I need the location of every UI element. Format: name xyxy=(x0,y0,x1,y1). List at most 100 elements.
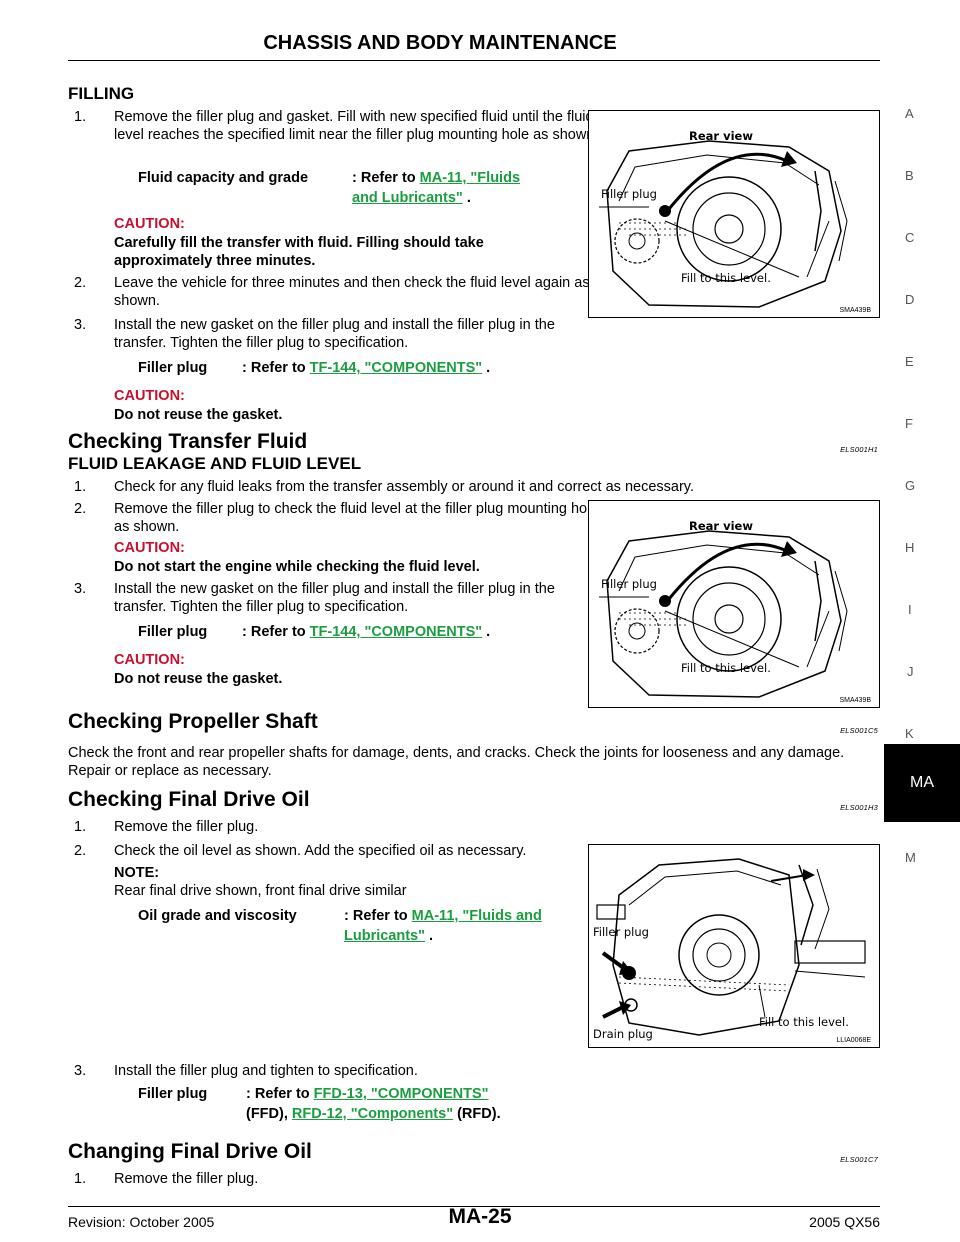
step-text: Remove the filler plug and gasket. Fill … xyxy=(114,109,599,143)
step-number: 3. xyxy=(74,1063,87,1079)
spec-suffix: . xyxy=(482,360,491,376)
link-ma-11-fluids[interactable]: MA-11, "Fluids xyxy=(419,170,521,186)
spec-prefix: : Refer to xyxy=(344,908,412,924)
section-heading-propeller: Checking Propeller Shaft xyxy=(68,710,318,733)
step-number: 3. xyxy=(74,317,87,333)
side-tab-j[interactable]: J xyxy=(907,664,914,679)
spec-suffix: (RFD). xyxy=(453,1106,501,1122)
link-ma-11-lubricants[interactable]: and Lubricants" xyxy=(352,190,463,206)
footer-revision: Revision: October 2005 xyxy=(68,1214,215,1230)
side-tab-b[interactable]: B xyxy=(905,168,914,183)
changing-step-1: 1. Remove the filler plug. xyxy=(74,1170,600,1188)
step-number: 2. xyxy=(74,843,87,859)
spec-fluid-capacity-label: Fluid capacity and grade xyxy=(138,170,309,186)
spec-filler-plug-label: Filler plug xyxy=(138,360,208,376)
header-rule xyxy=(68,60,880,61)
step-text: Check for any fluid leaks from the trans… xyxy=(114,479,694,495)
step-number: 1. xyxy=(74,1171,87,1187)
spec-oil-grade-label: Oil grade and viscosity xyxy=(138,908,297,924)
footer-model: 2005 QX56 xyxy=(809,1214,880,1230)
caution-text: Do not start the engine while checking t… xyxy=(114,559,480,575)
side-tab-h[interactable]: H xyxy=(905,540,915,555)
footer-page-number: MA-25 xyxy=(448,1205,512,1228)
link-rfd-12-components[interactable]: RFD-12, "Components" xyxy=(291,1106,454,1122)
filling-step-1: 1. Remove the filler plug and gasket. Fil… xyxy=(74,108,600,144)
caution-text: Do not reuse the gasket. xyxy=(114,407,283,423)
final-drive-illustration xyxy=(596,858,866,1036)
section-heading-final-drive: Checking Final Drive Oil xyxy=(68,788,310,811)
step-text: Install the filler plug and tighten to s… xyxy=(114,1063,418,1079)
side-tab-i[interactable]: I xyxy=(908,602,912,617)
spec-prefix: : Refer to xyxy=(242,360,310,376)
side-tab-ma-active[interactable]: MA xyxy=(884,744,960,822)
section-code: ELS001H1 xyxy=(840,445,878,454)
final-drive-step-2: 2. Check the oil level as shown. Add the … xyxy=(74,842,604,860)
filling-step-3: 3. Install the new gasket on the filler p… xyxy=(74,316,600,352)
figure-transfer-rear-view: Rear view Filler plug Fill to this level… xyxy=(588,110,880,318)
step-number: 3. xyxy=(74,581,87,597)
final-drive-step-1: 1. Remove the filler plug. xyxy=(74,818,600,836)
spec-filler-plug-value: : Refer to FFD-13, "COMPONENTS" (FFD), R… xyxy=(246,1084,586,1124)
spec-prefix: : Refer to xyxy=(242,624,310,640)
caution-label: CAUTION: xyxy=(114,652,185,668)
spec-fluid-capacity-value: : Refer to MA-11, "Fluids and Lubricants… xyxy=(352,168,582,208)
link-tf-144-components[interactable]: TF-144, "COMPONENTS" xyxy=(309,360,483,376)
spec-filler-plug-label: Filler plug xyxy=(138,1086,208,1102)
step-number: 2. xyxy=(74,501,87,517)
figure-code: SMA439B xyxy=(839,697,871,704)
filler-plug-callout: Filler plug xyxy=(601,187,657,201)
side-tab-g[interactable]: G xyxy=(905,478,916,493)
fill-level-callout: Fill to this level. xyxy=(759,1015,849,1029)
transfer-illustration xyxy=(599,140,848,308)
spec-prefix: : Refer to xyxy=(246,1086,314,1102)
step-number: 2. xyxy=(74,275,87,291)
side-tab-f[interactable]: F xyxy=(905,416,913,431)
section-heading-transfer: Checking Transfer Fluid xyxy=(68,430,308,453)
step-text: Install the new gasket on the filler plu… xyxy=(114,317,555,351)
drain-plug-callout: Drain plug xyxy=(593,1027,653,1041)
figure-code: SMA439B xyxy=(839,307,871,314)
figure-final-drive: Filler plug Fill to this level. Drain pl… xyxy=(588,844,880,1048)
transfer-step-1: 1. Check for any fluid leaks from the tra… xyxy=(74,478,894,496)
spec-filler-plug-label: Filler plug xyxy=(138,624,208,640)
side-tab-e[interactable]: E xyxy=(905,354,914,369)
side-tab-a[interactable]: A xyxy=(905,106,914,121)
transfer-illustration xyxy=(599,530,848,698)
figure-code: LLIA0068E xyxy=(836,1037,871,1044)
link-tf-144-components[interactable]: TF-144, "COMPONENTS" xyxy=(309,624,483,640)
transfer-step-2: 2. Remove the filler plug to check the fl… xyxy=(74,500,600,536)
step-number: 1. xyxy=(74,109,87,125)
propeller-paragraph: Check the front and rear propeller shaft… xyxy=(68,745,845,779)
side-tab-c[interactable]: C xyxy=(905,230,915,245)
side-tab-m[interactable]: M xyxy=(905,850,916,865)
spec-prefix: : Refer to xyxy=(352,170,420,186)
step-number: 1. xyxy=(74,819,87,835)
side-tab-d[interactable]: D xyxy=(905,292,915,307)
link-ma-11-lubricants[interactable]: Lubricants" xyxy=(344,928,425,944)
step-text: Leave the vehicle for three minutes and … xyxy=(114,275,590,309)
spec-filler-plug-value: : Refer to TF-144, "COMPONENTS" . xyxy=(242,358,490,378)
section-heading-changing-final-drive: Changing Final Drive Oil xyxy=(68,1140,312,1163)
caution-text: Carefully fill the transfer with fluid. … xyxy=(114,235,484,269)
note-text: Rear final drive shown, front final driv… xyxy=(114,883,407,899)
final-drive-step-3: 3. Install the filler plug and tighten to… xyxy=(74,1062,600,1080)
fill-level-callout: Fill to this level. xyxy=(681,271,771,285)
step-text: Remove the filler plug. xyxy=(114,819,259,835)
caution-label: CAUTION: xyxy=(114,216,185,232)
caution-label: CAUTION: xyxy=(114,388,185,404)
transfer-step-3: 3. Install the new gasket on the filler p… xyxy=(74,580,600,616)
step-text: Remove the filler plug to check the flui… xyxy=(114,501,599,535)
step-text: Check the oil level as shown. Add the sp… xyxy=(114,843,527,859)
side-tab-k[interactable]: K xyxy=(905,726,914,741)
link-ffd-13-components[interactable]: FFD-13, "COMPONENTS" xyxy=(313,1086,489,1102)
spec-suffix: . xyxy=(462,190,471,206)
section-code: ELS001C7 xyxy=(840,1155,878,1164)
section-code: ELS001C5 xyxy=(840,726,878,735)
spec-suffix: . xyxy=(425,928,434,944)
section-code: ELS001H3 xyxy=(840,803,878,812)
link-ma-11-fluids[interactable]: MA-11, "Fluids and xyxy=(411,908,542,924)
caution-text: Do not reuse the gasket. xyxy=(114,671,283,687)
filler-plug-callout: Filler plug xyxy=(593,925,649,939)
spec-mid: (FFD), xyxy=(246,1106,292,1122)
step-number: 1. xyxy=(74,479,87,495)
